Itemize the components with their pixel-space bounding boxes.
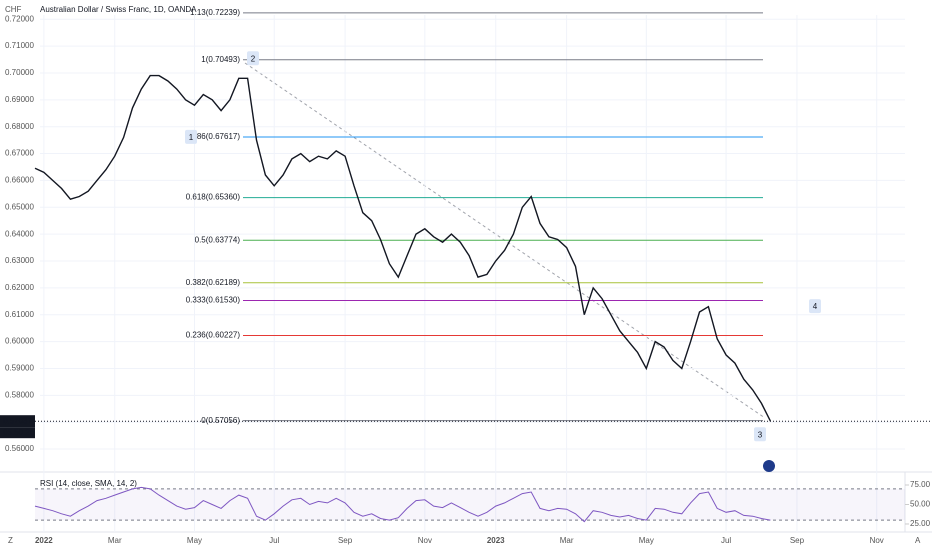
wave-box [185, 129, 197, 144]
rsi-tick-label: 50.00 [910, 500, 931, 509]
fib-label: 0.236(0.60227) [186, 331, 241, 340]
currency: CHF [5, 5, 22, 14]
countdown: 05:50:26 [3, 428, 35, 437]
y-tick-label: 0.63000 [5, 256, 34, 265]
fib-label: 0.382(0.62189) [186, 278, 241, 287]
y-tick-label: 0.60000 [5, 337, 34, 346]
y-tick-label: 0.68000 [5, 122, 34, 131]
corner-button[interactable]: A [915, 536, 921, 545]
wave-box [754, 427, 766, 442]
rsi-title: RSI (14, close, SMA, 14, 2) [40, 479, 137, 488]
price-line [34, 74, 772, 422]
y-tick-label: 0.64000 [5, 229, 34, 238]
rsi-tick-label: 75.00 [910, 480, 931, 489]
x-tick-label: Jul [269, 536, 279, 545]
y-tick-label: 0.72000 [5, 14, 34, 23]
y-tick-label: 0.58000 [5, 390, 34, 399]
wave-label: 3 [758, 430, 763, 439]
x-tick-label: 2023 [487, 536, 505, 545]
fib-label: 0.333(0.61530) [186, 296, 241, 305]
x-tick-label: Nov [870, 536, 884, 545]
y-tick-label: 0.62000 [5, 283, 34, 292]
x-tick-label: May [187, 536, 202, 545]
fib-label: 0(0.57056) [201, 416, 240, 425]
wave-label: 4 [813, 302, 818, 311]
x-tick-label: Mar [108, 536, 122, 545]
x-tick-label: Nov [418, 536, 432, 545]
x-tick-label: May [639, 536, 654, 545]
rsi-band [35, 488, 905, 521]
x-tick-label: 2022 [35, 536, 53, 545]
fib-label: 1(0.70493) [201, 55, 240, 64]
wave-label: 2 [251, 54, 256, 63]
fib-label: 0.618(0.65360) [186, 193, 241, 202]
last-price-box [0, 415, 35, 428]
fib-label: 0.786(0.67617) [186, 132, 241, 141]
y-tick-label: 0.56000 [5, 444, 34, 453]
wave-box [809, 299, 821, 314]
fib-label: 0.5(0.63774) [195, 235, 241, 244]
fib-label: 1.13(0.72239) [190, 8, 240, 17]
x-tick-label: Mar [560, 536, 574, 545]
x-tick-label: Sep [790, 536, 805, 545]
x-tick-label: Jul [721, 536, 731, 545]
wave-label: 1 [189, 133, 194, 142]
countdown-box [0, 427, 35, 439]
y-tick-label: 0.59000 [5, 364, 34, 373]
last-price-label: 0.57037 [3, 416, 32, 425]
rsi-line [34, 486, 771, 523]
wave-box [247, 51, 259, 66]
chart-title: Australian Dollar / Swiss Franc, 1D, OAN… [40, 5, 197, 14]
flag-icon[interactable] [763, 460, 775, 472]
y-tick-label: 0.65000 [5, 202, 34, 211]
x-tick-label: Sep [338, 536, 353, 545]
rsi-tick-label: 25.00 [910, 519, 931, 528]
corner-button[interactable]: Z [8, 536, 13, 545]
y-tick-label: 0.70000 [5, 68, 34, 77]
y-tick-label: 0.66000 [5, 176, 34, 185]
y-tick-label: 0.71000 [5, 41, 34, 50]
y-tick-label: 0.67000 [5, 149, 34, 158]
y-tick-label: 0.61000 [5, 310, 34, 319]
y-tick-label: 0.69000 [5, 95, 34, 104]
